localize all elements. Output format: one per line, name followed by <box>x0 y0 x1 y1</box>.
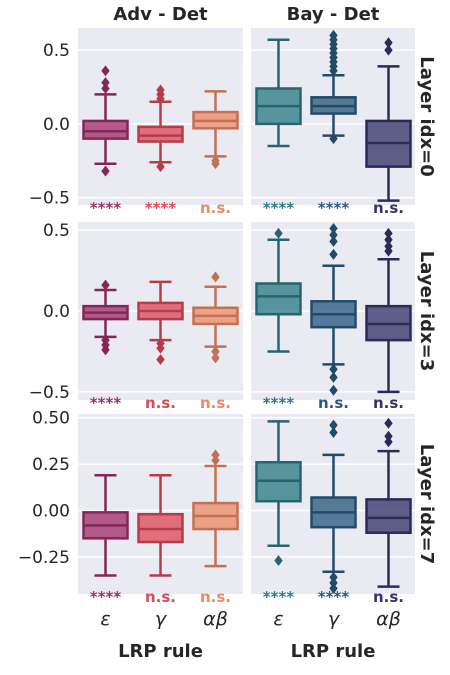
y-tick-label: 0.0 <box>43 302 70 322</box>
column-title: Bay - Det <box>287 4 380 25</box>
significance-label: **** <box>90 199 122 217</box>
outlier-point <box>156 93 165 105</box>
box <box>137 125 184 143</box>
outlier-point <box>211 345 220 357</box>
x-tick-label: γ <box>155 608 168 630</box>
outlier-point <box>384 436 393 448</box>
significance-label: **** <box>90 394 122 412</box>
significance-label: **** <box>145 199 177 217</box>
x-tick-label: αβ <box>203 608 228 630</box>
outlier-point <box>329 65 338 77</box>
outlier-point <box>274 227 283 239</box>
significance-label: n.s. <box>145 394 176 412</box>
significance-label: n.s. <box>373 199 404 217</box>
outlier-point <box>156 342 165 354</box>
y-tick-label: 0.50 <box>32 409 70 429</box>
outlier-point <box>211 158 220 170</box>
outlier-point <box>211 449 220 461</box>
outlier-point <box>329 223 338 234</box>
box <box>255 282 302 316</box>
outlier-point <box>329 577 338 589</box>
outlier-point <box>329 363 338 375</box>
y-tick-label: 0.0 <box>43 115 70 135</box>
row-label: Layer idx=0 <box>416 56 437 176</box>
significance-label: n.s. <box>373 588 404 606</box>
outlier-point <box>329 582 338 594</box>
significance-label: n.s. <box>200 199 231 217</box>
significance-label: **** <box>318 588 350 606</box>
significance-label: **** <box>90 588 122 606</box>
y-tick-label: 0.5 <box>43 41 70 61</box>
outlier-point <box>384 417 393 429</box>
outlier-point <box>329 371 338 383</box>
y-tick-label: 0.00 <box>32 501 70 521</box>
outlier-point <box>101 344 110 356</box>
outlier-point <box>329 571 338 583</box>
outlier-point <box>101 279 110 291</box>
outlier-point <box>101 165 110 177</box>
outlier-point <box>384 44 393 56</box>
significance-label: n.s. <box>200 394 231 412</box>
significance-label: n.s. <box>373 394 404 412</box>
y-tick-label: −0.5 <box>29 189 70 209</box>
outlier-point <box>274 555 283 567</box>
outlier-point <box>211 271 220 283</box>
significance-label: **** <box>263 588 295 606</box>
outlier-point <box>329 235 338 247</box>
outlier-point <box>329 133 338 145</box>
x-tick-label: ε <box>100 608 110 630</box>
significance-label: n.s. <box>318 394 349 412</box>
outlier-point <box>101 83 110 94</box>
outlier-point <box>156 354 165 366</box>
significance-label: **** <box>263 394 295 412</box>
outlier-point <box>211 454 220 466</box>
significance-label: n.s. <box>145 588 176 606</box>
y-tick-label: −0.25 <box>18 548 70 568</box>
box <box>82 119 129 140</box>
outlier-point <box>384 37 393 49</box>
outlier-point <box>156 161 165 173</box>
x-axis-label: LRP rule <box>291 641 376 662</box>
x-tick-label: ε <box>273 608 283 630</box>
box <box>365 498 412 535</box>
x-tick-label: γ <box>328 608 341 630</box>
outlier-point <box>211 352 220 364</box>
outlier-point <box>101 77 110 89</box>
outlier-point <box>101 65 110 77</box>
column-title: Adv - Det <box>113 4 208 25</box>
significance-label: **** <box>263 199 295 217</box>
significance-label: **** <box>318 199 350 217</box>
significance-label: n.s. <box>200 588 231 606</box>
outlier-point <box>329 427 338 439</box>
outlier-point <box>384 430 393 442</box>
y-tick-label: −0.5 <box>29 383 70 403</box>
outlier-point <box>329 384 338 396</box>
outlier-point <box>384 234 393 246</box>
outlier-point <box>384 227 393 239</box>
outlier-point <box>329 229 338 241</box>
x-tick-label: αβ <box>376 608 401 630</box>
x-axis-label: LRP rule <box>118 641 203 662</box>
row-label: Layer idx=7 <box>416 444 437 564</box>
outlier-point <box>384 245 393 257</box>
y-tick-label: 0.5 <box>43 221 70 241</box>
y-tick-label: 0.25 <box>32 455 70 475</box>
outlier-point <box>329 419 338 431</box>
outlier-point <box>329 248 338 260</box>
row-label: Layer idx=3 <box>416 251 437 371</box>
